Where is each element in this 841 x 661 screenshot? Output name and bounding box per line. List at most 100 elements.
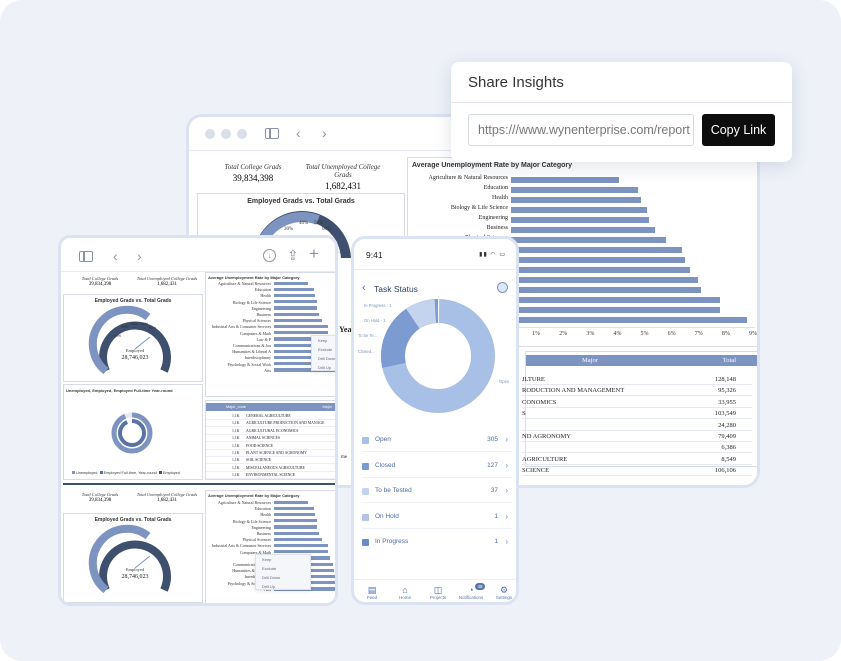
bar[interactable] [274,362,335,366]
nav-home[interactable]: ⌂ Home [390,585,420,600]
task-row-on-hold[interactable]: On Hold 1 › [362,511,512,525]
bar[interactable] [274,349,334,354]
table-row[interactable]: RODUCTION AND MANAGEMENT 95,326 [522,385,752,397]
bar[interactable] [274,324,328,329]
bar[interactable] [274,331,329,335]
table-row[interactable]: 1,1K MISCELLANEOUS AGRICULTURE [206,465,335,472]
task-row-to-be-tested[interactable]: To be Tested 37 › [362,485,512,499]
bar[interactable] [274,312,320,316]
header-major[interactable]: Major [322,405,333,409]
copy-link-button[interactable]: Copy Link [702,114,775,146]
menu-item-keep[interactable]: Keep [262,557,272,562]
bar[interactable] [511,217,650,223]
menu-item-keep[interactable]: Keep [318,338,328,343]
bar[interactable] [511,307,720,313]
back-chevron-icon[interactable]: ‹ [296,125,301,141]
bar[interactable] [274,550,329,554]
menu-item-drill-down[interactable]: Drill Down [318,356,337,361]
bar[interactable] [511,227,655,233]
bar[interactable] [274,300,317,304]
profile-icon[interactable] [497,282,508,293]
bar[interactable] [274,281,308,285]
header-code[interactable]: Major_code [226,405,246,409]
bar[interactable] [511,187,639,193]
window-dot-3[interactable] [237,129,247,139]
tablet-bar-chart-1[interactable]: Average Unemployment Rate by Major Categ… [205,272,335,397]
nav-settings[interactable]: ⚙ Settings [489,585,516,600]
bar[interactable] [511,197,642,203]
tablet-donut-card[interactable]: Unemployed, Employed, Employed Full-time… [63,384,203,480]
sidebar-toggle-icon[interactable] [265,128,279,139]
table-row[interactable]: 24,280 [522,420,752,431]
bar[interactable] [511,297,720,303]
tablet-bar-chart-2[interactable]: Average Unemployment Rate by Major Categ… [205,490,335,603]
bar[interactable] [511,317,747,323]
tablet-table[interactable]: Major_code Major 1,1K GENERAL AGRICULTURE… [205,400,335,480]
bar[interactable] [274,287,314,292]
table-row[interactable]: 1,1K FOOD SCIENCE [206,443,335,450]
bar[interactable] [274,306,318,310]
sidebar-toggle-icon[interactable] [79,251,93,262]
download-icon[interactable]: ↓ [263,249,276,262]
add-icon[interactable]: + [309,244,319,263]
task-row-closed[interactable]: Closed 127 › [362,460,512,474]
bar[interactable] [274,293,315,298]
window-dot-1[interactable] [205,129,215,139]
bar[interactable] [274,531,320,535]
bar[interactable] [274,343,333,347]
bar[interactable] [511,267,690,273]
table-row[interactable]: AGRICULTURE 8,549 [522,454,752,465]
table-row[interactable]: 1,1K AGRICULTURAL ECONOMICS [206,428,335,435]
header-major[interactable]: Major [582,357,598,364]
table-row[interactable]: S 103,549 [522,408,752,420]
table-row[interactable]: 6,386 [522,442,752,454]
table-row[interactable]: CONOMICS 33,955 [522,397,752,408]
bar[interactable] [274,525,318,529]
nav-notifications[interactable]: ◔ Notifications [456,585,486,600]
forward-chevron-icon[interactable]: › [137,248,142,264]
nav-projects[interactable]: ◫ Projects [423,585,453,600]
bar[interactable] [511,237,666,243]
table-row[interactable]: 1,1K GENERAL AGRICULTURE [206,413,335,420]
bar[interactable] [511,247,682,253]
task-row-in-progress[interactable]: In Progress 1 › [362,536,512,550]
window-dot-2[interactable] [221,129,231,139]
menu-item-drill-up[interactable]: Drill Up [262,584,276,589]
bar[interactable] [274,368,335,372]
bar[interactable] [274,506,314,511]
table-row[interactable]: 1,1K PLANT SCIENCE AND AGRONOMY [206,450,335,457]
bar[interactable] [274,337,331,341]
tablet-gauge-card-2[interactable]: Employed Grads vs. Total Grads Employed … [63,513,203,603]
bar[interactable] [511,177,620,183]
bar[interactable] [274,318,323,323]
menu-item-exclude[interactable]: Exclude [318,347,333,352]
table-row[interactable]: 1,1K AGRICULTURE PRODUCTION AND MANAGE [206,420,335,428]
forward-chevron-icon[interactable]: › [322,125,327,141]
bar[interactable] [511,287,701,293]
desktop-table[interactable]: Major Total [525,351,757,467]
bar[interactable] [511,257,685,263]
bar[interactable] [511,277,699,283]
bar[interactable] [511,207,647,213]
tablet-gauge-card-1[interactable]: Employed Grads vs. Total Grads Employed … [63,294,203,382]
table-row[interactable]: SCIENCE 106,106 [522,465,752,477]
task-row-open[interactable]: Open 305 › [362,434,512,448]
header-total[interactable]: Total [722,357,736,364]
menu-item-drill-down[interactable]: Drill Down [262,575,281,580]
table-row[interactable]: 1,1K ENVIRONMENTAL SCIENCE [206,472,335,479]
table-row[interactable]: JLTURE 128,148 [522,374,752,385]
back-chevron-icon[interactable]: ‹ [362,282,366,294]
share-icon[interactable]: ⇪ [287,247,299,263]
table-row[interactable]: 1,1K SOIL SCIENCE [206,457,335,465]
table-row[interactable]: 1,1K ANIMAL SCIENCES [206,435,335,443]
bar[interactable] [274,543,328,548]
bar[interactable] [274,500,308,504]
share-url-field[interactable]: https:///www.wynenterprise.com/report [468,114,694,146]
bar[interactable] [274,519,317,523]
bar[interactable] [274,355,335,360]
menu-item-drill-up[interactable]: Drill Up [318,365,332,370]
bar[interactable] [274,512,315,517]
menu-item-exclude[interactable]: Exclude [262,566,277,571]
back-chevron-icon[interactable]: ‹ [113,248,118,264]
table-row[interactable]: ND AGRONOMY 79,409 [522,431,752,442]
